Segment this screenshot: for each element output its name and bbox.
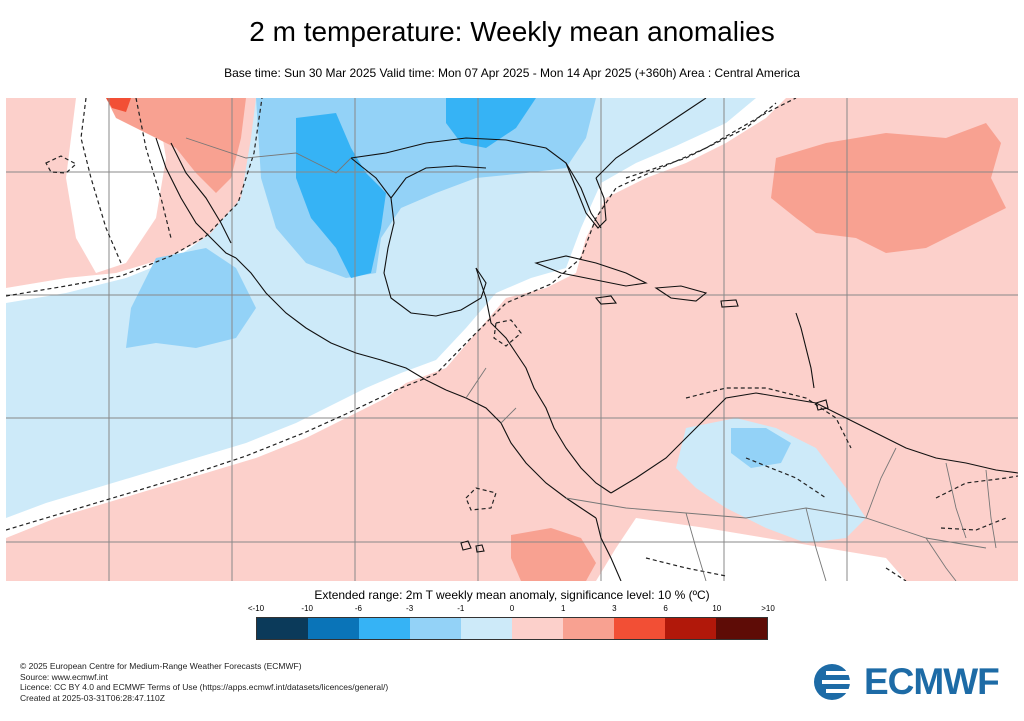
significance-contours <box>6 98 1018 581</box>
page-subtitle: Base time: Sun 30 Mar 2025 Valid time: M… <box>224 66 800 80</box>
credit-licence: Licence: CC BY 4.0 and ECMWF Terms of Us… <box>20 682 389 692</box>
legend-label: <-10 <box>247 604 265 613</box>
legend-label: >10 <box>761 604 775 613</box>
legend-swatch <box>359 618 410 639</box>
page-title: 2 m temperature: Weekly mean anomalies <box>249 16 775 47</box>
cool-region-strong-east <box>446 98 536 148</box>
legend-label: -3 <box>406 604 414 613</box>
cool-region-strong <box>296 113 386 278</box>
neutral-patch-northwest <box>66 98 166 273</box>
legend-label: 0 <box>509 604 515 613</box>
legend-swatch <box>308 618 359 639</box>
ecmwf-logo: ECMWF <box>812 661 1012 702</box>
legend-swatch <box>614 618 665 639</box>
warm-region-strong-nw <box>106 98 131 112</box>
legend-caption: Extended range: 2m T weekly mean anomaly… <box>314 588 710 602</box>
ecmwf-logo-text: ECMWF <box>864 661 1000 702</box>
legend-swatch <box>563 618 614 639</box>
credit-created: Created at 2025-03-31T06:28:47.110Z <box>20 692 165 703</box>
warm-region-pacific-south <box>511 528 596 581</box>
cool-region-light <box>6 98 756 518</box>
credits: © 2025 European Centre for Medium-Range … <box>20 661 388 703</box>
legend-label: -6 <box>354 604 362 613</box>
legend-label: -10 <box>301 604 313 613</box>
ecmwf-logo-icon <box>814 664 858 700</box>
legend-swatch <box>716 618 767 639</box>
credit-source: Source: www.ecmwf.int <box>20 671 108 682</box>
coastlines <box>155 98 1018 581</box>
legend-swatch <box>461 618 512 639</box>
country-borders <box>185 137 997 581</box>
legend-label: 6 <box>663 604 668 613</box>
legend-swatch <box>257 618 308 639</box>
legend-swatch <box>665 618 716 639</box>
map-svg <box>6 98 1018 581</box>
legend-swatch <box>410 618 461 639</box>
legend-label: 1 <box>560 604 566 613</box>
legend-labels: <-10 -10 -6 -3 -1 0 1 3 6 10 >10 <box>248 604 775 616</box>
warm-region-atlantic <box>771 123 1006 253</box>
legend-swatch <box>512 618 563 639</box>
legend-label: 10 <box>712 604 722 613</box>
credit-copyright: © 2025 European Centre for Medium-Range … <box>20 661 302 671</box>
graticule <box>6 98 1018 581</box>
legend-colorbar <box>256 617 768 640</box>
cool-region-medium <box>126 248 256 348</box>
legend-label: -1 <box>457 604 465 613</box>
legend-label: 3 <box>612 604 617 613</box>
anomaly-map <box>6 98 1018 581</box>
